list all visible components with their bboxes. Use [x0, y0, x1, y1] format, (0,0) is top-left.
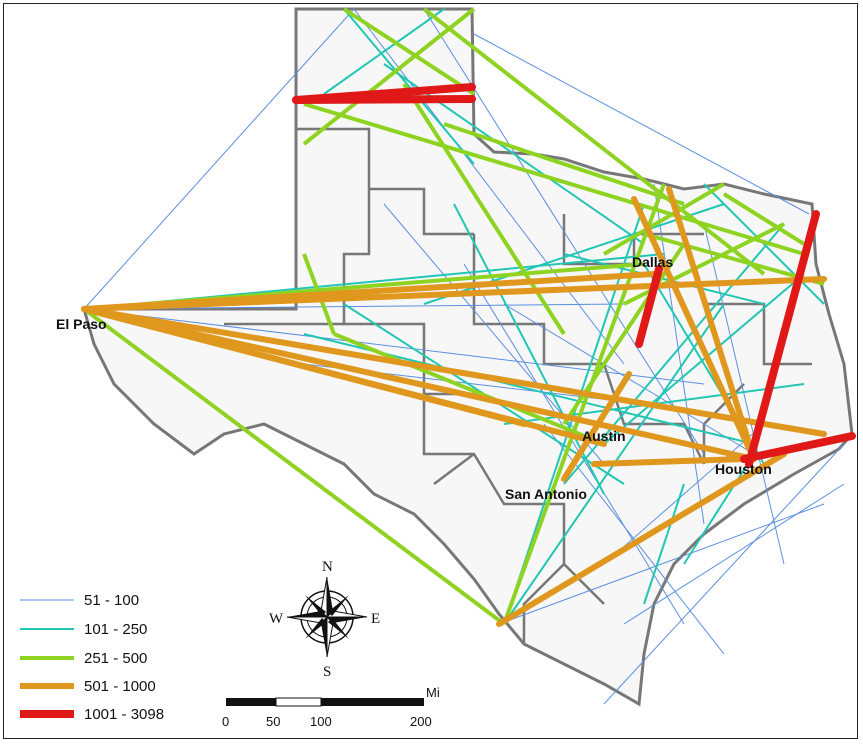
city-label-san-antonio: San Antonio — [505, 486, 587, 502]
legend-label-251-500: 251 - 500 — [84, 650, 147, 667]
scale-unit: Mi — [426, 685, 440, 700]
flow-lines-1001-3098 — [292, 83, 856, 468]
city-label-el-paso: El Paso — [56, 316, 107, 332]
scale-bar: 0 50 100 200 Mi — [222, 685, 440, 729]
compass-rose-icon: N S E W — [269, 559, 380, 680]
compass-s-label: S — [323, 664, 331, 680]
scale-tick-50: 50 — [266, 714, 280, 729]
scale-tick-0: 0 — [222, 714, 229, 729]
compass-e-label: E — [371, 611, 380, 627]
legend-label-51-100: 51 - 100 — [84, 592, 139, 609]
legend-label-501-1000: 501 - 1000 — [84, 678, 156, 695]
city-label-houston: Houston — [715, 461, 772, 477]
legend-label-101-250: 101 - 250 — [84, 621, 147, 638]
texas-flow-map: El Paso Dallas Austin Houston San Antoni… — [20, 7, 856, 729]
legend: 51 - 100 101 - 250 251 - 500 501 - 1000 … — [20, 592, 164, 723]
scale-tick-100: 100 — [310, 714, 332, 729]
legend-label-1001-3098: 1001 - 3098 — [84, 706, 164, 723]
city-label-austin: Austin — [582, 428, 626, 444]
texas-outline — [82, 7, 854, 707]
compass-w-label: W — [269, 611, 284, 627]
compass-n-label: N — [322, 559, 333, 575]
flow-lines-251-500 — [82, 7, 825, 626]
map-frame: El Paso Dallas Austin Houston San Antoni… — [3, 3, 858, 739]
scale-tick-200: 200 — [410, 714, 432, 729]
flow-lines-51-100 — [83, 8, 845, 705]
city-label-dallas: Dallas — [632, 254, 673, 270]
flow-lines-501-1000 — [81, 186, 827, 627]
